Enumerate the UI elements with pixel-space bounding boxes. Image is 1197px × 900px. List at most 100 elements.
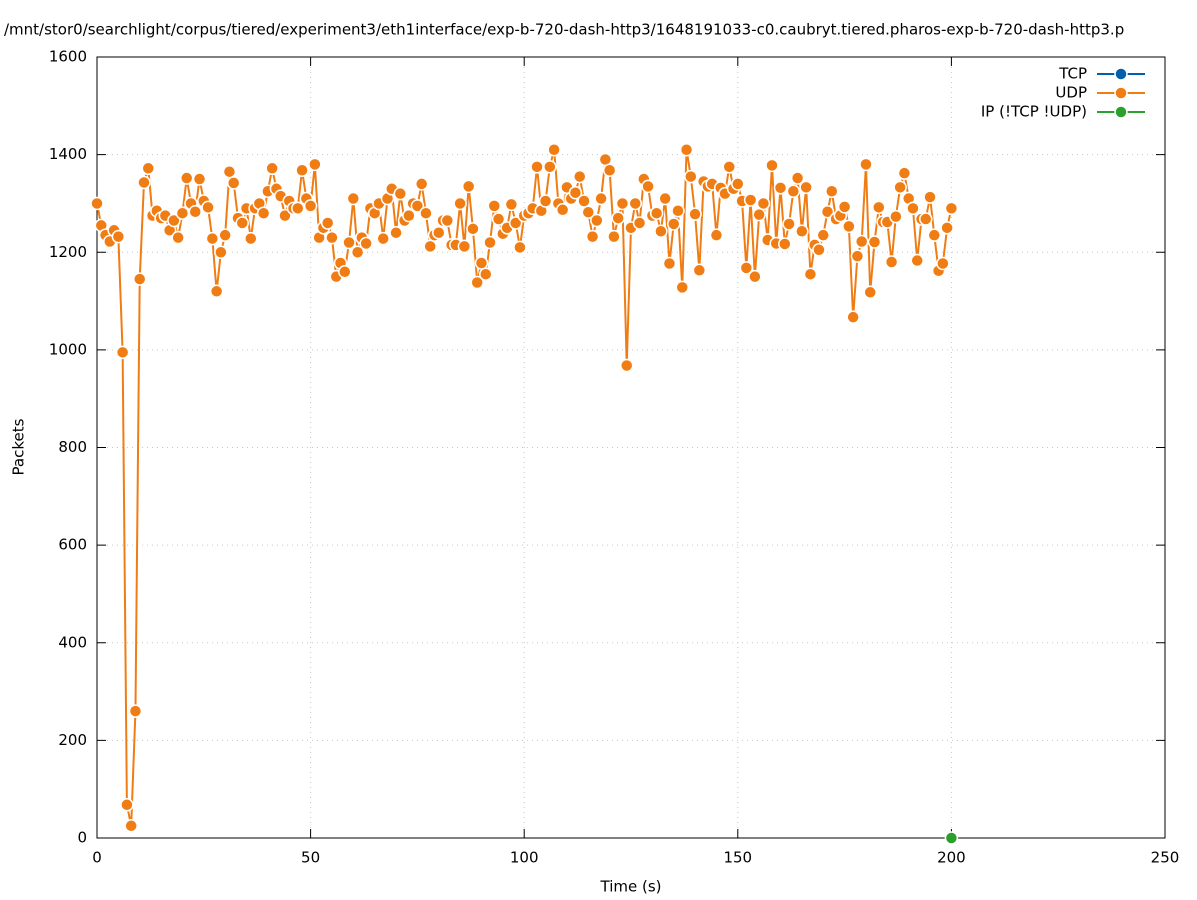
data-point <box>675 280 690 295</box>
data-point <box>325 230 339 245</box>
data-point <box>684 169 698 184</box>
data-point <box>538 194 553 208</box>
data-point <box>572 169 587 184</box>
data-point <box>842 219 856 234</box>
y-axis-label: Packets <box>10 418 28 475</box>
data-point <box>376 231 390 246</box>
data-point <box>303 199 318 213</box>
chart-title: /mnt/stor0/searchlight/corpus/tiered/exp… <box>4 21 1124 39</box>
y-tick-label: 0 <box>77 829 87 847</box>
x-axis-label: Time (s) <box>600 878 662 896</box>
data-point <box>846 310 860 324</box>
data-point <box>530 160 544 174</box>
data-point <box>346 191 361 206</box>
data-point <box>585 229 600 244</box>
data-point <box>906 201 920 216</box>
data-point <box>568 185 583 200</box>
plot-frame <box>96 56 1166 839</box>
data-point <box>628 196 643 211</box>
data-point <box>504 197 519 212</box>
data-point <box>795 224 809 239</box>
data-point <box>641 179 655 194</box>
data-point <box>256 206 271 220</box>
data-point <box>423 239 437 254</box>
data-point <box>214 245 228 259</box>
data-point <box>338 265 352 279</box>
data-point <box>577 194 591 208</box>
data-point <box>731 177 745 191</box>
data-point <box>863 285 877 300</box>
data-point <box>90 196 104 211</box>
data-point <box>619 358 634 373</box>
data-point <box>859 157 873 172</box>
legend-label: IP (!TCP !UDP) <box>981 103 1087 121</box>
data-point <box>440 213 455 228</box>
data-point <box>508 216 523 230</box>
data-point <box>782 217 796 231</box>
data-point <box>602 163 617 177</box>
x-tick-label: 50 <box>301 849 320 867</box>
data-point <box>543 160 557 174</box>
data-point <box>897 166 912 180</box>
data-point <box>765 158 779 173</box>
data-point <box>649 206 664 220</box>
y-tick-label: 1600 <box>49 48 87 66</box>
legend-marker <box>1114 86 1128 100</box>
data-point <box>171 230 185 245</box>
data-point <box>483 235 497 250</box>
data-point <box>872 200 886 215</box>
data-point <box>491 212 506 226</box>
data-point <box>799 180 813 195</box>
data-point <box>192 172 207 186</box>
data-point <box>226 176 241 190</box>
data-point <box>359 236 373 251</box>
data-point <box>743 193 758 207</box>
data-point <box>461 179 476 194</box>
data-point <box>662 256 677 271</box>
data-point <box>141 161 156 176</box>
data-point <box>175 206 190 220</box>
data-point <box>748 269 762 284</box>
data-point <box>790 171 805 185</box>
data-point <box>884 255 899 269</box>
data-point <box>944 201 959 216</box>
data-point <box>889 209 903 224</box>
data-point <box>265 161 279 176</box>
data-point <box>470 275 484 290</box>
data-point <box>803 267 818 281</box>
data-point <box>350 245 365 259</box>
data-point <box>632 216 647 230</box>
data-point <box>218 228 232 242</box>
data-point <box>692 263 707 278</box>
data-point <box>342 235 356 250</box>
data-point <box>432 225 446 240</box>
data-point <box>132 272 147 286</box>
x-tick-label: 0 <box>92 849 102 867</box>
data-point <box>812 243 826 257</box>
data-point <box>786 184 801 198</box>
x-tick-label: 200 <box>937 849 966 867</box>
data-point <box>547 142 561 157</box>
data-point <box>295 163 309 177</box>
data-point <box>837 200 852 214</box>
data-point <box>581 205 596 219</box>
y-tick-label: 1200 <box>49 243 87 261</box>
data-point <box>410 199 425 213</box>
x-tick-label: 250 <box>1151 849 1180 867</box>
data-point <box>594 191 608 206</box>
data-point <box>179 171 194 185</box>
y-tick-label: 400 <box>58 633 87 651</box>
y-tick-label: 600 <box>58 536 87 554</box>
data-point <box>927 228 942 242</box>
data-point <box>709 228 724 242</box>
data-point <box>115 345 130 360</box>
data-point <box>825 184 839 198</box>
legend-label: UDP <box>1055 84 1087 102</box>
data-point <box>222 164 237 179</box>
data-point <box>679 142 694 157</box>
data-point <box>128 704 143 718</box>
data-point <box>389 225 403 240</box>
data-point <box>120 798 134 812</box>
y-tick-label: 1400 <box>49 145 87 163</box>
data-point <box>278 208 292 223</box>
